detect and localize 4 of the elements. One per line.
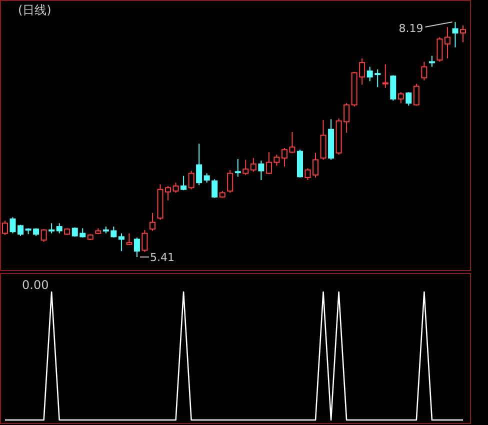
annotation: 5.41 (150, 251, 174, 264)
annotation: 0.00 (22, 278, 49, 292)
chart-title: (日线) (18, 3, 52, 17)
annotation: 8.19 (398, 22, 424, 35)
